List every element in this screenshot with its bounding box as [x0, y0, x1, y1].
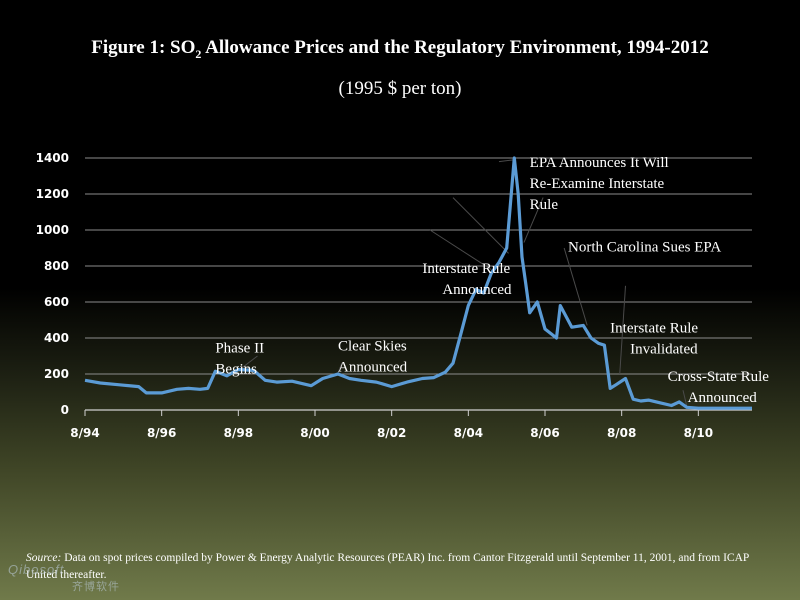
annotation-line: Re-Examine Interstate: [530, 176, 665, 192]
annotation-line: Invalidated: [630, 342, 698, 358]
watermark-cn: 齐博软件: [72, 581, 120, 593]
annotation-leader: [337, 363, 343, 374]
annotation-line: North Carolina Sues EPA: [568, 240, 721, 256]
y-tick-label: 200: [44, 367, 69, 381]
source-note: Source: Data on spot prices compiled by …: [26, 550, 756, 584]
chart-title-subscript: 2: [195, 46, 202, 61]
annotation-line: Announced: [442, 282, 512, 298]
y-tick-label: 600: [44, 295, 69, 309]
chart-title-prefix: Figure 1: SO: [91, 37, 196, 58]
annotation-leader: [563, 247, 588, 326]
annotation-leader: [498, 159, 515, 163]
annotation-leader: [452, 197, 509, 254]
annotation-line: Cross-State Rule: [668, 369, 770, 385]
annotation-line: Interstate Rule: [610, 321, 698, 337]
annotation-line: Begins: [215, 361, 257, 377]
chart-title: Figure 1: SO2 Allowance Prices and the R…: [40, 38, 760, 64]
annotation-leader: [241, 355, 258, 369]
annotation-leader: [523, 197, 544, 243]
annotation-text: North Carolina Sues EPA: [568, 240, 721, 256]
annotation-line: EPA Announces It Will: [530, 155, 669, 171]
arrow-layer: [241, 159, 688, 407]
y-tick-label: 400: [44, 331, 69, 345]
chart-title-suffix: Allowance Prices and the Regulatory Envi…: [201, 37, 709, 58]
x-tick-label: 8/94: [70, 426, 99, 440]
x-tick-label: 8/06: [530, 426, 559, 440]
x-tick-label: 8/04: [454, 426, 483, 440]
y-tick-label: 800: [44, 259, 69, 273]
axis-layer: 0 200 400 600 800 1000 1200 1400 8/94 8/96 8/98 8/0…: [36, 151, 752, 440]
annotation-leader: [429, 229, 492, 271]
series-layer: [84, 156, 752, 410]
annotation-leader: [682, 390, 688, 407]
y-tick-label: 0: [61, 403, 69, 417]
x-tick-label: 8/08: [607, 426, 636, 440]
annotation-line: Announced: [688, 390, 758, 406]
x-tick-label: 8/00: [300, 426, 329, 440]
watermark: Qibosoft 齐博软件: [8, 562, 119, 593]
x-tick-label: 8/02: [377, 426, 406, 440]
annotation-line: Phase II: [215, 340, 264, 356]
annotation-leader: [619, 285, 626, 375]
source-text: Data on spot prices compiled by Power & …: [26, 552, 749, 581]
source-label: Source:: [26, 552, 62, 564]
y-tick-label: 1000: [36, 223, 69, 237]
watermark-text: Qibosoft: [8, 562, 65, 577]
annotation-text: Interstate Rule Announced: [422, 261, 512, 298]
x-tick-label: 8/96: [147, 426, 176, 440]
x-tick-label: 8/10: [684, 426, 713, 440]
y-tick-label: 1400: [36, 151, 69, 165]
series-line: [84, 156, 752, 410]
annotation-line: Interstate Rule: [422, 261, 510, 277]
annotation-line: Announced: [338, 360, 408, 376]
chart-subtitle: (1995 $ per ton): [338, 78, 462, 99]
annotation-line: Clear Skies: [338, 339, 407, 355]
annotation-text: Interstate Rule Invalidated: [610, 321, 698, 358]
annotation-text: EPA Announces It Will Re-Examine Intersta…: [530, 155, 669, 213]
annotation-line: Rule: [530, 197, 559, 213]
grid-layer: [85, 157, 752, 375]
annotation-text: Cross-State Rule Announced: [668, 369, 770, 406]
x-tick-label: 8/98: [224, 426, 253, 440]
annotation-text: Phase II Begins: [215, 340, 264, 377]
annotation-text: Clear Skies Announced: [338, 339, 408, 376]
y-tick-label: 1200: [36, 187, 69, 201]
